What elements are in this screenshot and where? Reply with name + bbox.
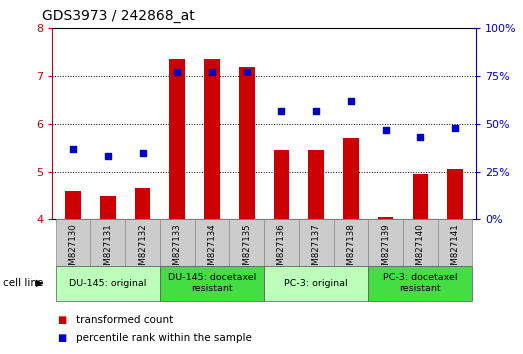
Bar (378, 217, 393, 219)
Text: ■: ■ (58, 315, 67, 325)
Point (208, 69, 216, 75)
Text: percentile rank within the sample: percentile rank within the sample (76, 333, 252, 343)
Bar (125, 219, 160, 266)
Bar (160, 219, 195, 266)
Bar (343, 138, 359, 219)
Point (451, 125, 459, 131)
Text: GSM827140: GSM827140 (416, 223, 425, 276)
Text: GSM827137: GSM827137 (312, 223, 321, 276)
Text: GSM827133: GSM827133 (173, 223, 182, 276)
Bar (90, 219, 125, 266)
Bar (447, 169, 463, 219)
Bar (65, 191, 81, 219)
Text: GSM827131: GSM827131 (104, 223, 112, 276)
Text: GSM827139: GSM827139 (381, 223, 390, 276)
Bar (56, 266, 160, 301)
Bar (264, 219, 299, 266)
Bar (239, 67, 255, 219)
Text: GSM827134: GSM827134 (208, 223, 217, 276)
Bar (368, 219, 403, 266)
Text: ■: ■ (58, 333, 67, 343)
Text: cell line: cell line (3, 278, 43, 288)
Text: GSM827138: GSM827138 (346, 223, 356, 276)
Bar (204, 59, 220, 219)
Bar (368, 266, 472, 301)
Bar (438, 219, 472, 266)
Text: PC-3: docetaxel
resistant: PC-3: docetaxel resistant (383, 274, 458, 293)
Point (69, 146, 77, 152)
Text: GDS3973 / 242868_at: GDS3973 / 242868_at (42, 9, 195, 23)
Text: DU-145: docetaxel
resistant: DU-145: docetaxel resistant (168, 274, 256, 293)
Point (416, 135, 425, 140)
Bar (100, 195, 116, 219)
Bar (264, 266, 368, 301)
Bar (195, 219, 230, 266)
Text: GSM827141: GSM827141 (451, 223, 460, 276)
Text: GSM827135: GSM827135 (242, 223, 251, 276)
Point (312, 108, 321, 113)
Point (243, 69, 251, 75)
Bar (334, 219, 368, 266)
Point (381, 127, 390, 132)
Bar (299, 219, 334, 266)
Point (104, 154, 112, 159)
Text: transformed count: transformed count (76, 315, 173, 325)
Bar (230, 219, 264, 266)
Bar (135, 188, 151, 219)
Text: GSM827132: GSM827132 (138, 223, 147, 276)
Text: DU-145: original: DU-145: original (69, 279, 146, 288)
Text: PC-3: original: PC-3: original (285, 279, 348, 288)
Bar (274, 150, 289, 219)
Bar (56, 219, 90, 266)
Bar (160, 266, 264, 301)
Bar (413, 174, 428, 219)
Text: GSM827136: GSM827136 (277, 223, 286, 276)
Bar (309, 150, 324, 219)
Bar (169, 59, 185, 219)
Point (277, 108, 286, 113)
Point (173, 69, 181, 75)
Bar (403, 219, 438, 266)
Text: ▶: ▶ (36, 278, 43, 288)
Text: GSM827130: GSM827130 (69, 223, 77, 276)
Point (139, 150, 147, 155)
Point (347, 98, 355, 104)
